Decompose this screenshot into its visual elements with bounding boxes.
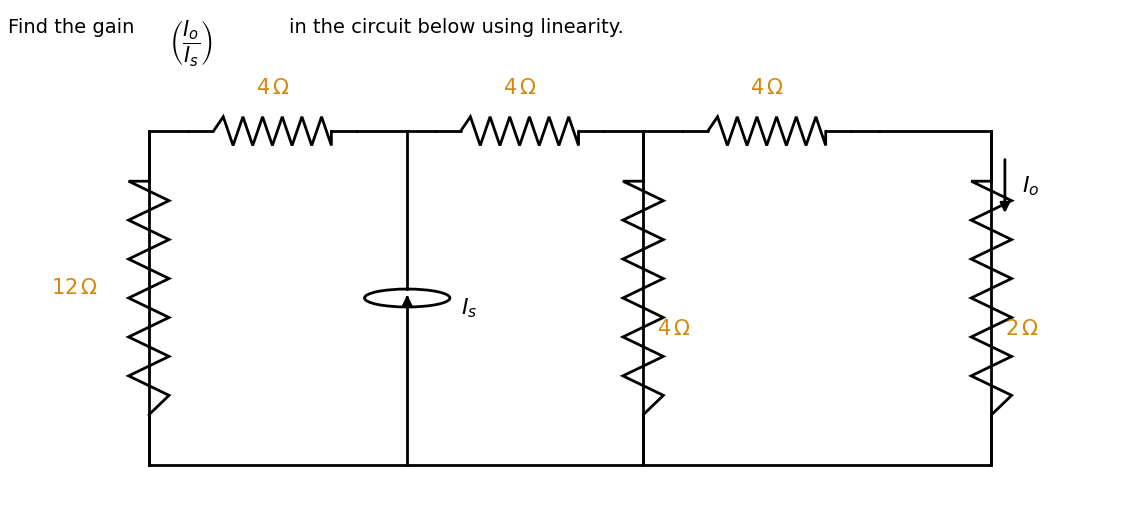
Text: $4\,\Omega$: $4\,\Omega$ xyxy=(255,78,289,98)
Text: $I_o$: $I_o$ xyxy=(1022,174,1039,198)
Text: $2\,\Omega$: $2\,\Omega$ xyxy=(1005,319,1039,339)
Text: $4\,\Omega$: $4\,\Omega$ xyxy=(502,78,536,98)
Text: $4\,\Omega$: $4\,\Omega$ xyxy=(750,78,784,98)
Text: Find the gain: Find the gain xyxy=(8,18,134,37)
Text: $\left(\dfrac{I_o}{I_s}\right)$: $\left(\dfrac{I_o}{I_s}\right)$ xyxy=(169,18,213,68)
Text: $12\,\Omega$: $12\,\Omega$ xyxy=(51,278,98,298)
Text: $I_s$: $I_s$ xyxy=(461,296,478,320)
Text: $4\,\Omega$: $4\,\Omega$ xyxy=(657,319,691,339)
Text: in the circuit below using linearity.: in the circuit below using linearity. xyxy=(289,18,624,37)
